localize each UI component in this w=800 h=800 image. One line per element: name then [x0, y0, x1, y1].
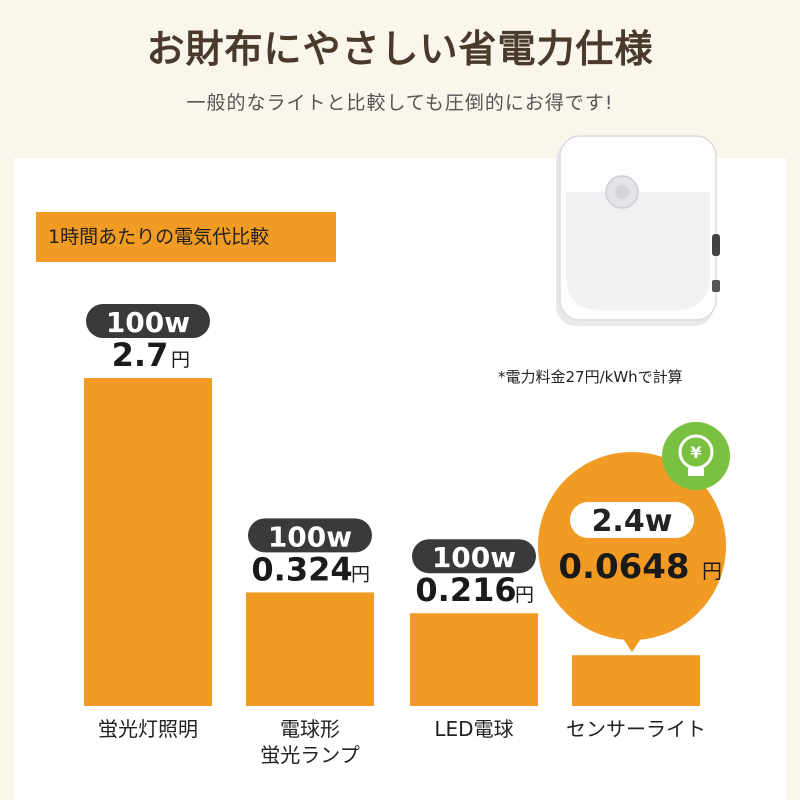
wattage-pill-3 [570, 502, 694, 538]
wattage-label-1: 100w [268, 520, 352, 553]
value-label-2: 0.216 [415, 571, 516, 609]
price-note: *電力料金27円/kWhで計算 [498, 368, 683, 386]
comparison-header-tag: 1時間あたりの電気代比較 [36, 212, 336, 262]
wattage-pill-1 [248, 518, 372, 553]
bar-2 [410, 613, 538, 706]
wattage-pill-2 [412, 539, 536, 574]
bar-0 [84, 378, 212, 706]
yen-symbol: ¥ [690, 443, 701, 462]
wattage-pill-0 [86, 304, 210, 338]
unit-label-3: 円 [702, 559, 722, 583]
unit-label-2: 円 [515, 584, 534, 606]
highlight-bubble [538, 452, 726, 640]
page-subtitle: 一般的なライトと比較しても圧倒的にお得です! [186, 92, 614, 114]
category-label-1-1: 蛍光ランプ [260, 743, 359, 767]
yen-lightbulb-icon [662, 422, 730, 490]
wattage-label-3: 2.4w [592, 504, 673, 539]
bar-3 [572, 655, 700, 706]
category-label-1-0: 電球形 [280, 717, 340, 741]
page-title: お財布にやさしい省電力仕様 [146, 27, 654, 71]
category-label-0-0: 蛍光灯照明 [98, 717, 198, 741]
wattage-label-0: 100w [106, 306, 190, 339]
value-label-1: 0.324 [251, 550, 352, 588]
unit-label-0: 円 [171, 349, 190, 371]
value-label-0: 2.7 [112, 336, 169, 374]
category-label-2-0: LED電球 [434, 717, 513, 741]
highlight-bubble-tail [620, 634, 644, 652]
motion-sensor-light-device [556, 135, 720, 326]
bar-1 [246, 592, 374, 706]
unit-label-1: 円 [351, 563, 370, 585]
yen-lightbulb-base [688, 468, 704, 476]
value-label-3: 0.0648 [558, 547, 689, 587]
category-label-3-0: センサーライト [566, 717, 706, 741]
wattage-label-2: 100w [432, 541, 516, 574]
